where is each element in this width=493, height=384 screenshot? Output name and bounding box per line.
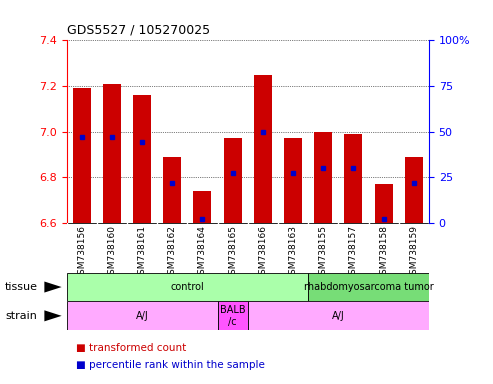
Text: GSM738156: GSM738156 (77, 225, 86, 280)
Text: GDS5527 / 105270025: GDS5527 / 105270025 (67, 23, 210, 36)
Polygon shape (44, 281, 62, 293)
Bar (103, 84, 121, 223)
Bar (405, 157, 423, 223)
Text: A/J: A/J (136, 311, 148, 321)
Bar (344, 134, 362, 223)
Bar (133, 95, 151, 223)
Bar (284, 138, 302, 223)
Text: A/J: A/J (332, 311, 345, 321)
Text: GSM738166: GSM738166 (258, 225, 267, 280)
Text: GSM738160: GSM738160 (107, 225, 116, 280)
Text: strain: strain (5, 311, 37, 321)
Text: GSM738161: GSM738161 (138, 225, 146, 280)
Polygon shape (44, 310, 62, 321)
Text: GSM738164: GSM738164 (198, 225, 207, 280)
Bar (308, 273, 429, 301)
Text: GSM738165: GSM738165 (228, 225, 237, 280)
Text: GSM738157: GSM738157 (349, 225, 358, 280)
Bar (375, 184, 392, 223)
Text: GSM738158: GSM738158 (379, 225, 388, 280)
Bar (72, 88, 91, 223)
Bar (314, 132, 332, 223)
Bar (217, 301, 247, 330)
Bar (193, 191, 211, 223)
Text: tissue: tissue (5, 282, 38, 292)
Bar (163, 157, 181, 223)
Text: GSM738162: GSM738162 (168, 225, 177, 280)
Text: ■ percentile rank within the sample: ■ percentile rank within the sample (76, 360, 265, 370)
Bar (67, 301, 217, 330)
Text: BALB
/c: BALB /c (220, 305, 246, 327)
Bar (67, 273, 308, 301)
Text: GSM738159: GSM738159 (409, 225, 419, 280)
Text: GSM738163: GSM738163 (288, 225, 298, 280)
Bar (248, 301, 429, 330)
Bar (223, 138, 242, 223)
Text: rhabdomyosarcoma tumor: rhabdomyosarcoma tumor (304, 282, 433, 292)
Text: GSM738155: GSM738155 (318, 225, 328, 280)
Text: ■ transformed count: ■ transformed count (76, 343, 187, 353)
Text: control: control (171, 282, 204, 292)
Bar (254, 74, 272, 223)
